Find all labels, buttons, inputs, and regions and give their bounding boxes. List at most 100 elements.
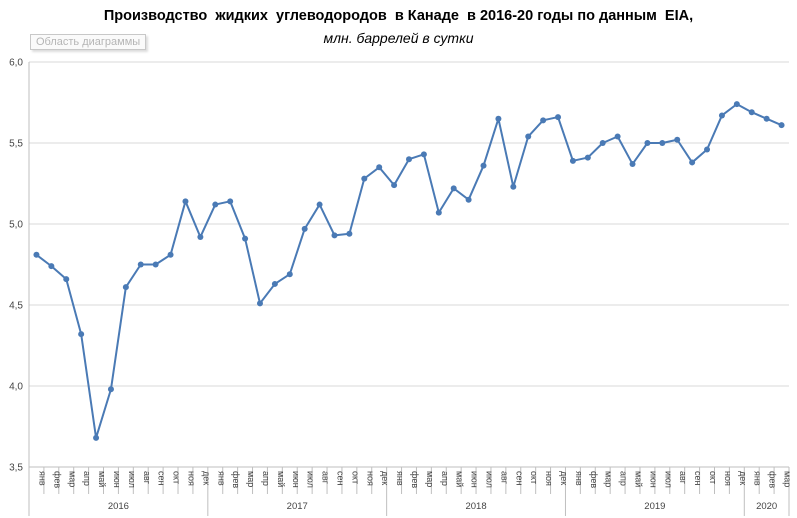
x-tick-label: июн	[291, 471, 301, 488]
data-point	[540, 117, 547, 124]
data-point	[331, 232, 338, 239]
x-tick-label: авг	[499, 471, 509, 485]
y-tick-label: 4,0	[9, 382, 23, 393]
x-tick-label: окт	[172, 471, 182, 484]
data-point	[704, 146, 711, 153]
x-tick-label: мар	[425, 471, 435, 487]
data-point	[316, 201, 323, 208]
data-point	[718, 112, 725, 119]
x-tick-label: сен	[514, 471, 524, 486]
x-tick-label: авг	[321, 471, 331, 485]
x-tick-label: фев	[768, 471, 778, 488]
data-point	[674, 136, 681, 143]
y-tick-label: 3,5	[9, 463, 23, 474]
data-point	[242, 235, 249, 242]
x-tick-label: окт	[529, 471, 539, 484]
y-tick-label: 4,5	[9, 301, 23, 312]
x-tick-label: янв	[37, 471, 47, 486]
x-tick-label: дек	[380, 471, 390, 485]
data-point	[182, 198, 189, 205]
x-tick-label: апр	[261, 471, 271, 486]
x-tick-label: авг	[678, 471, 688, 485]
data-point	[212, 201, 219, 208]
chart-subtitle: млн. баррелей в сутки	[323, 30, 474, 46]
x-tick-label: май	[97, 471, 107, 487]
x-tick-label: янв	[216, 471, 226, 486]
x-tick-label: ноя	[365, 471, 375, 486]
x-tick-label: июн	[470, 471, 480, 488]
x-tick-label: апр	[440, 471, 450, 486]
data-point	[78, 331, 85, 338]
data-point	[63, 276, 70, 283]
year-label: 2020	[756, 501, 777, 512]
x-tick-label: июн	[112, 471, 122, 488]
x-tick-label: сен	[693, 471, 703, 486]
data-point	[420, 151, 427, 158]
y-tick-label: 5,5	[9, 139, 23, 150]
data-point	[137, 261, 144, 268]
data-point	[733, 101, 740, 108]
data-point	[569, 157, 576, 164]
data-point	[256, 300, 263, 307]
x-tick-label: июл	[306, 471, 316, 488]
x-tick-label: янв	[753, 471, 763, 486]
data-point	[629, 161, 636, 168]
data-point	[599, 140, 606, 146]
chart-title: Производство жидких углеводородов в Кана…	[103, 8, 694, 24]
x-tick-label: окт	[708, 471, 718, 484]
data-point	[346, 230, 353, 237]
x-tick-label: фев	[52, 471, 62, 488]
x-tick-label: авг	[142, 471, 152, 485]
x-tick-label: май	[634, 471, 644, 487]
data-point	[763, 115, 770, 122]
data-point	[495, 115, 502, 122]
year-label: 2016	[108, 501, 129, 512]
year-label: 2017	[287, 501, 308, 512]
data-point	[152, 261, 159, 268]
data-point	[271, 280, 278, 287]
data-point	[584, 154, 591, 161]
x-tick-label: янв	[395, 471, 405, 486]
x-tick-label: дек	[738, 471, 748, 485]
data-point	[480, 162, 487, 169]
x-tick-label: ноя	[186, 471, 196, 486]
x-tick-label: июн	[648, 471, 658, 488]
x-tick-label: мар	[246, 471, 256, 487]
x-tick-label: дек	[559, 471, 569, 485]
data-point	[450, 185, 457, 192]
data-point	[227, 198, 234, 205]
data-point	[391, 182, 398, 189]
data-point	[93, 434, 100, 441]
x-tick-label: фев	[589, 471, 599, 488]
x-tick-label: мар	[783, 471, 793, 487]
x-tick-label: ноя	[544, 471, 554, 486]
x-tick-label: сен	[335, 471, 345, 486]
data-point	[614, 133, 621, 140]
series-production	[33, 101, 785, 441]
data-point	[406, 156, 412, 163]
x-tick-label: ноя	[723, 471, 733, 486]
data-point	[167, 251, 174, 258]
x-tick-label: фев	[231, 471, 241, 488]
x-tick-label: фев	[410, 471, 420, 488]
chart-area-tooltip: Область диаграммы	[30, 34, 147, 50]
data-point	[376, 164, 383, 171]
data-point	[778, 122, 785, 129]
x-tick-label: июл	[485, 471, 495, 488]
x-tick-label: июл	[127, 471, 137, 488]
x-tick-label: май	[455, 471, 465, 487]
data-point	[510, 183, 517, 190]
series-line	[35, 103, 782, 439]
data-point	[286, 271, 293, 278]
x-tick-label: мар	[604, 471, 614, 487]
y-axis: 3,5 4,0 4,5 5,0 5,5 6,0	[9, 58, 30, 474]
data-point	[525, 133, 532, 140]
year-label: 2019	[644, 501, 665, 512]
data-point	[435, 209, 442, 216]
x-axis: янв фев мар апр май июн июл авг сен окт ноя дек2016…	[28, 466, 793, 516]
data-point	[33, 251, 40, 258]
data-point	[107, 386, 114, 393]
data-point	[555, 114, 562, 121]
x-tick-label: янв	[574, 471, 584, 486]
